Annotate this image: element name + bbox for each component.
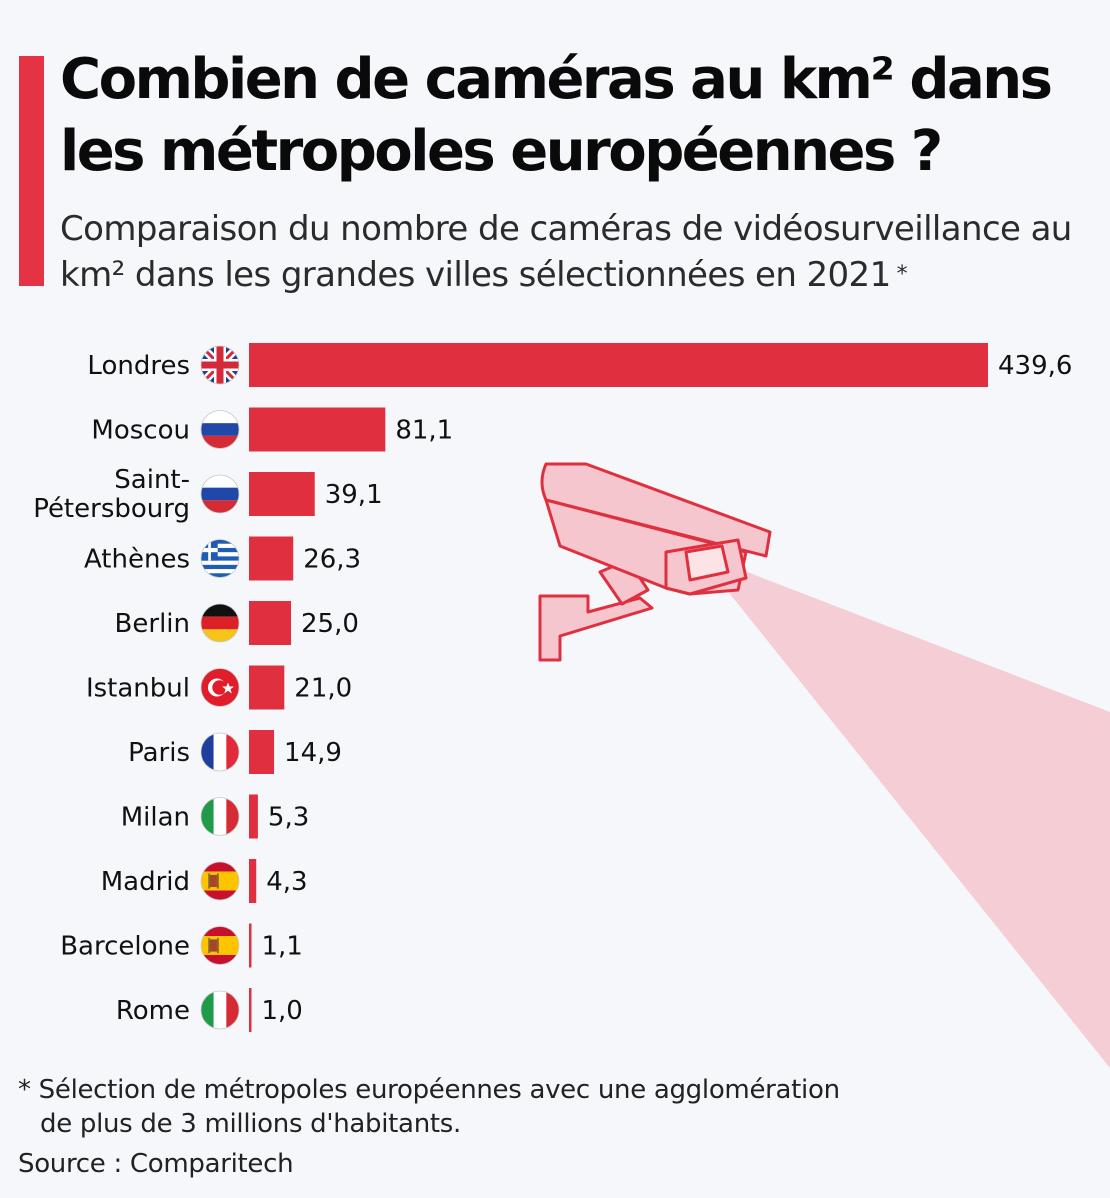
bar-6: [249, 730, 275, 774]
bar-9: [249, 923, 252, 968]
source-credit: Source : Comparitech: [18, 1149, 294, 1179]
turkey-flag-icon: [200, 668, 240, 707]
footnote-line-2: de plus de 3 millions d'habitants.: [40, 1109, 461, 1139]
camera-light-beam: [722, 570, 1110, 1068]
uk-flag-icon: [200, 345, 240, 385]
category-label-3: Athènes: [84, 545, 190, 575]
value-label-0: 439,6: [998, 351, 1072, 381]
russia-flag-icon: [200, 410, 240, 449]
footnote-line-1: * Sélection de métropoles européennes av…: [18, 1075, 840, 1105]
italy-flag-icon: [200, 990, 240, 1030]
greece-flag-icon: [200, 539, 240, 578]
france-flag-icon: [200, 732, 240, 772]
bar-4: [249, 601, 292, 645]
spain-flag-icon: [200, 861, 240, 901]
value-label-9: 1,1: [262, 932, 303, 962]
category-label-8: Madrid: [101, 867, 190, 897]
value-label-2: 39,1: [325, 480, 383, 510]
category-label-9: Barcelone: [60, 932, 190, 962]
category-label-7: Milan: [121, 803, 190, 833]
category-label-1: Moscou: [91, 416, 190, 446]
value-label-5: 21,0: [294, 674, 352, 704]
bar-10: [249, 988, 252, 1032]
russia-flag-icon: [200, 474, 240, 514]
value-label-8: 4,3: [266, 867, 307, 897]
value-label-10: 1,0: [262, 996, 303, 1026]
spain-flag-icon: [200, 926, 240, 965]
chart-title: Combien de caméras au km² dans les métro…: [60, 47, 1053, 184]
value-label-6: 14,9: [284, 738, 342, 768]
chart-subtitle: Comparaison du nombre de caméras de vidé…: [60, 206, 1100, 298]
value-label-4: 25,0: [301, 609, 359, 639]
footnote: * Sélection de métropoles européennes av…: [18, 1073, 918, 1141]
subtitle-asterisk: *: [896, 262, 908, 287]
bar-2: [249, 472, 315, 516]
bar-3: [249, 536, 294, 581]
category-label-4: Berlin: [115, 609, 190, 639]
germany-flag-icon: [200, 603, 240, 643]
italy-flag-icon: [200, 797, 240, 836]
category-label-0: Londres: [87, 351, 190, 381]
title-accent-bar: [19, 56, 44, 286]
subtitle-text: Comparaison du nombre de caméras de vidé…: [60, 209, 1072, 295]
category-label-5: Istanbul: [86, 674, 190, 704]
bar-1: [249, 407, 386, 452]
category-label-10: Rome: [116, 996, 190, 1026]
category-label-2: Saint-Pétersbourg: [33, 465, 190, 524]
value-label-3: 26,3: [303, 545, 361, 575]
bar-5: [249, 665, 285, 710]
bar-7: [249, 794, 258, 839]
camera-body-icon: [540, 462, 772, 596]
bar-0: [249, 343, 988, 387]
bar-8: [249, 859, 257, 903]
category-label-6: Paris: [128, 738, 190, 768]
value-label-7: 5,3: [268, 803, 309, 833]
bars-layer: 439,6 Londres 81,1 Moscou 39,1 Saint-Pétersbo…: [33, 343, 1072, 1032]
camera-illustration: [538, 462, 1110, 1068]
value-label-1: 81,1: [395, 416, 453, 446]
